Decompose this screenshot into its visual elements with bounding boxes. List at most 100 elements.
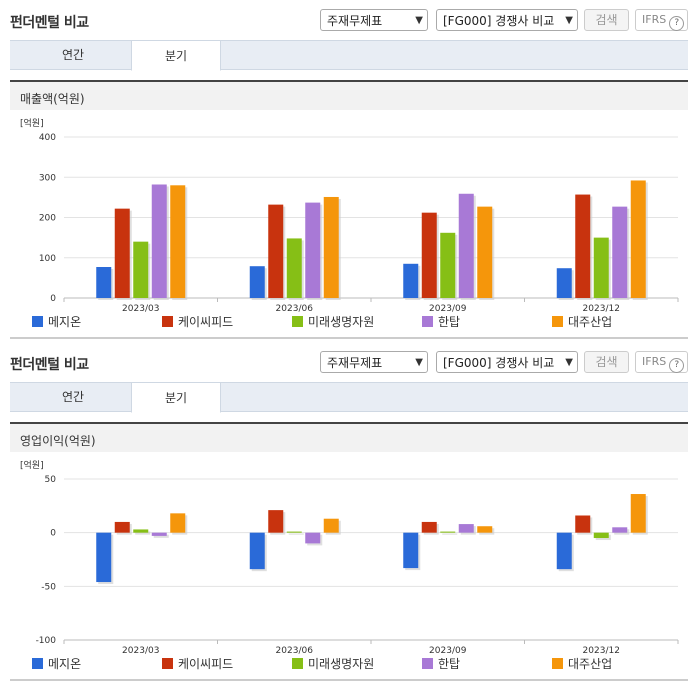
operating-profit-chart-svg: [억원] -100 -50 0 50 2023/03 2023/06 2023/09 2023/… <box>20 459 679 656</box>
bar-대주산업-2023/06[interactable] <box>323 196 339 298</box>
legend-swatch <box>422 658 433 669</box>
legend-item[interactable]: 미래생명자원 <box>292 656 374 672</box>
bar-한탑-2023/09[interactable] <box>458 524 474 533</box>
help-icon: ? <box>669 16 685 31</box>
bar-미래생명자원-2023/12[interactable] <box>593 532 609 539</box>
bar-대주산업-2023/03[interactable] <box>170 513 186 533</box>
y-unit-label: [억원] <box>20 459 44 471</box>
chevron-down-icon: ▼ <box>415 15 423 26</box>
ifrs-help-button[interactable]: IFRS? <box>635 351 688 373</box>
bar-한탑-2023/06[interactable] <box>305 532 321 544</box>
legend-label: 미래생명자원 <box>308 657 375 671</box>
legend-label: 케이씨피드 <box>178 657 234 671</box>
bar-메지온-2023/09[interactable] <box>403 532 419 569</box>
search-button[interactable]: 검색 <box>584 351 629 373</box>
statement-select-value: 주재무제표 <box>327 14 383 28</box>
legend-item[interactable]: 메지온 <box>32 656 81 672</box>
bar-케이씨피드-2023/09[interactable] <box>421 212 437 298</box>
panel-header: 펀더멘털 비교 주재무제표 ▼ [FG000] 경쟁사 비교 ▼ 검색 IFRS? <box>0 342 696 378</box>
bar-한탑-2023/12[interactable] <box>612 527 628 533</box>
bar-미래생명자원-2023/06[interactable] <box>286 238 302 298</box>
bar-케이씨피드-2023/03[interactable] <box>114 208 130 298</box>
legend-label: 대주산업 <box>568 315 613 329</box>
bar-케이씨피드-2023/09[interactable] <box>421 521 437 533</box>
compare-select-value: [FG000] 경쟁사 비교 <box>443 356 555 370</box>
x-tick-label: 2023/06 <box>276 304 314 312</box>
x-tick-label: 2023/12 <box>583 646 620 654</box>
legend-item[interactable]: 한탑 <box>422 314 460 330</box>
bar-한탑-2023/06[interactable] <box>305 202 321 298</box>
legend-swatch <box>32 658 43 669</box>
section-title: 매출액(억원) <box>20 92 85 106</box>
bar-메지온-2023/03[interactable] <box>96 532 112 583</box>
bar-메지온-2023/09[interactable] <box>403 263 419 298</box>
bar-대주산업-2023/12[interactable] <box>630 180 646 298</box>
x-tick-label: 2023/12 <box>583 304 620 312</box>
search-button[interactable]: 검색 <box>584 9 629 31</box>
bar-메지온-2023/12[interactable] <box>556 268 572 298</box>
compare-select[interactable]: [FG000] 경쟁사 비교 ▼ <box>436 351 578 373</box>
bar-대주산업-2023/03[interactable] <box>170 185 186 298</box>
x-tick-label: 2023/09 <box>429 304 467 312</box>
bar-shadow <box>135 531 151 535</box>
y-tick-label: 0 <box>50 294 56 304</box>
chevron-down-icon: ▼ <box>415 357 423 368</box>
x-tick-label: 2023/09 <box>429 646 467 654</box>
bar-대주산업-2023/12[interactable] <box>630 494 646 533</box>
tab-annual[interactable]: 연간 <box>61 48 85 62</box>
bar-대주산업-2023/09[interactable] <box>477 206 493 298</box>
bar-케이씨피드-2023/06[interactable] <box>268 510 284 533</box>
chart-legend: 메지온 케이씨피드 미래생명자원 한탑 대주산업 <box>10 314 688 330</box>
bar-미래생명자원-2023/03[interactable] <box>133 241 149 298</box>
ifrs-help-button[interactable]: IFRS? <box>635 9 688 31</box>
tab-quarterly[interactable]: 분기 <box>131 382 221 413</box>
legend-item[interactable]: 케이씨피드 <box>162 656 233 672</box>
bar-케이씨피드-2023/12[interactable] <box>575 515 591 533</box>
bar-미래생명자원-2023/09[interactable] <box>440 531 456 533</box>
chart-operating-profit: [억원] -100 -50 0 50 2023/03 2023/06 2023/09 2023/… <box>10 454 688 674</box>
bar-shadow <box>153 534 169 538</box>
bar-메지온-2023/12[interactable] <box>556 532 572 570</box>
bar-케이씨피드-2023/12[interactable] <box>575 194 591 298</box>
legend-item[interactable]: 대주산업 <box>552 656 612 672</box>
legend-item[interactable]: 메지온 <box>32 314 81 330</box>
chart-revenue: [억원] 0 100 200 300 400 2023/03 2023/06 2023/09 20… <box>10 112 688 332</box>
bar-메지온-2023/03[interactable] <box>96 267 112 298</box>
compare-select-value: [FG000] 경쟁사 비교 <box>443 14 555 28</box>
bar-대주산업-2023/09[interactable] <box>477 526 493 533</box>
bar-한탑-2023/03[interactable] <box>151 184 167 298</box>
bar-미래생명자원-2023/03[interactable] <box>133 529 149 533</box>
y-tick-label: -50 <box>41 582 56 592</box>
bar-대주산업-2023/06[interactable] <box>323 518 339 533</box>
legend-item[interactable]: 미래생명자원 <box>292 314 374 330</box>
bar-한탑-2023/09[interactable] <box>458 193 474 298</box>
y-unit-label: [억원] <box>20 117 44 129</box>
x-tick-label: 2023/06 <box>276 646 314 654</box>
bar-메지온-2023/06[interactable] <box>249 266 265 298</box>
legend-swatch <box>162 316 173 327</box>
panel-title: 펀더멘털 비교 <box>10 357 89 373</box>
y-tick-label: 50 <box>45 475 57 485</box>
legend-item[interactable]: 한탑 <box>422 656 460 672</box>
bar-한탑-2023/12[interactable] <box>612 206 628 298</box>
bar-미래생명자원-2023/12[interactable] <box>593 237 609 298</box>
statement-select[interactable]: 주재무제표 ▼ <box>320 9 428 31</box>
tab-annual[interactable]: 연간 <box>61 390 85 404</box>
bar-한탑-2023/03[interactable] <box>151 532 167 536</box>
legend-swatch <box>32 316 43 327</box>
legend-item[interactable]: 대주산업 <box>552 314 612 330</box>
bar-미래생명자원-2023/09[interactable] <box>440 232 456 298</box>
legend-item[interactable]: 케이씨피드 <box>162 314 233 330</box>
legend-label: 케이씨피드 <box>178 315 234 329</box>
tab-quarterly[interactable]: 분기 <box>131 40 221 71</box>
compare-select[interactable]: [FG000] 경쟁사 비교 ▼ <box>436 9 578 31</box>
chart-legend: 메지온 케이씨피드 미래생명자원 한탑 대주산업 <box>10 656 688 672</box>
bar-미래생명자원-2023/06[interactable] <box>286 531 302 533</box>
bar-케이씨피드-2023/03[interactable] <box>114 521 130 533</box>
bar-메지온-2023/06[interactable] <box>249 532 265 570</box>
legend-swatch <box>292 658 303 669</box>
section-header-revenue: 매출액(억원) <box>10 80 688 110</box>
statement-select[interactable]: 주재무제표 ▼ <box>320 351 428 373</box>
bar-케이씨피드-2023/06[interactable] <box>268 204 284 298</box>
legend-label: 메지온 <box>48 657 82 671</box>
